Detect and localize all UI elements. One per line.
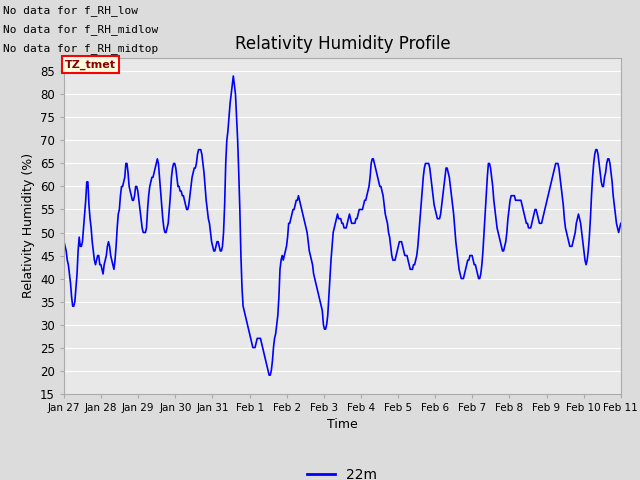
X-axis label: Time: Time bbox=[327, 418, 358, 431]
Legend: 22m: 22m bbox=[302, 462, 383, 480]
Text: No data for f_RH_low: No data for f_RH_low bbox=[3, 5, 138, 16]
Y-axis label: Relativity Humidity (%): Relativity Humidity (%) bbox=[22, 153, 35, 298]
Title: Relativity Humidity Profile: Relativity Humidity Profile bbox=[235, 35, 450, 53]
Text: No data for f_RH_midtop: No data for f_RH_midtop bbox=[3, 43, 159, 54]
Text: TZ_tmet: TZ_tmet bbox=[65, 60, 116, 70]
Text: No data for f_RH_midlow: No data for f_RH_midlow bbox=[3, 24, 159, 35]
